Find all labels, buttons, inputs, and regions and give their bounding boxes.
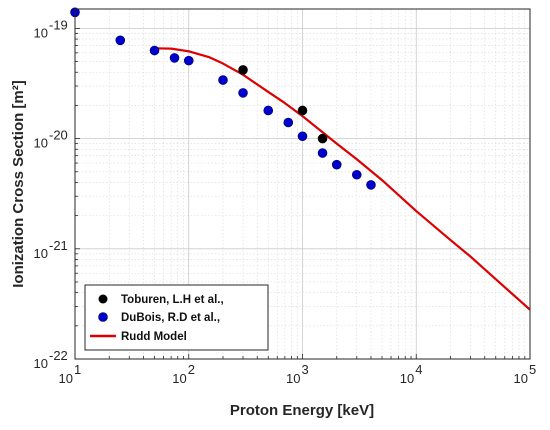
x-tick-label: 102 (172, 362, 195, 386)
y-tick-base: 10 (34, 136, 48, 151)
data-point (183, 55, 194, 66)
data-point (317, 148, 328, 158)
x-tick-label: 105 (514, 362, 537, 386)
data-point (238, 88, 248, 98)
y-tick-base: 10 (34, 25, 48, 40)
x-tick-exponent: 2 (188, 362, 195, 377)
y-tick-label: 10-21 (34, 238, 68, 261)
x-tick-label: 103 (286, 362, 309, 386)
series-layer (70, 7, 531, 311)
x-tick-base: 10 (59, 371, 73, 386)
x-tick-label: 104 (400, 362, 423, 386)
x-axis-title: Proton Energy [keV] (230, 402, 374, 419)
series-line-rudd-model (154, 47, 531, 311)
y-tick-exponent: -22 (49, 348, 68, 363)
y-tick-label: 10-22 (34, 348, 68, 371)
y-tick-base: 10 (34, 356, 48, 371)
y-tick-label: 10-19 (34, 17, 68, 40)
data-point (366, 180, 376, 190)
legend-box (84, 284, 269, 351)
x-tick-base: 10 (286, 371, 300, 386)
series-dubois-r-d-et-al (70, 7, 376, 190)
x-tick-base: 10 (400, 371, 414, 386)
data-point (169, 53, 180, 63)
legend: Toburen, L.H et al., DuBois, R.D et al.,… (84, 284, 269, 351)
legend-marker-dubois (98, 312, 108, 322)
data-point (297, 131, 308, 142)
x-tick-exponent: 3 (302, 362, 309, 377)
series-toburen-l-h-et-al (238, 65, 328, 144)
data-point (263, 105, 274, 116)
data-point (238, 65, 248, 75)
y-tick-base: 10 (34, 246, 48, 261)
y-tick-exponent: -19 (49, 17, 68, 32)
data-point (297, 105, 308, 116)
legend-label-rudd: Rudd Model (121, 331, 187, 343)
y-tick-exponent: -21 (49, 238, 68, 253)
tick-marks (74, 28, 526, 360)
data-point (283, 117, 294, 128)
x-tick-exponent: 5 (529, 362, 536, 377)
x-tick-label: 101 (59, 362, 82, 386)
data-point (317, 133, 328, 144)
data-point (218, 75, 228, 85)
data-point (115, 35, 126, 46)
data-point (351, 169, 362, 180)
data-point (331, 159, 342, 170)
x-tick-exponent: 4 (415, 362, 422, 377)
y-tick-label: 10-20 (34, 128, 68, 151)
y-tick-exponent: -20 (49, 128, 68, 143)
legend-label-dubois: DuBois, R.D et al., (121, 312, 220, 324)
legend-label-toburen: Toburen, L.H et al., (121, 294, 224, 306)
legend-marker-toburen (98, 294, 108, 304)
y-axis-title: Ionization Cross Section [m²] (10, 80, 27, 288)
x-tick-base: 10 (514, 371, 528, 386)
series-rudd-model (154, 47, 531, 311)
x-tick-exponent: 1 (74, 362, 81, 377)
data-point (149, 45, 160, 56)
x-tick-base: 10 (172, 371, 186, 386)
